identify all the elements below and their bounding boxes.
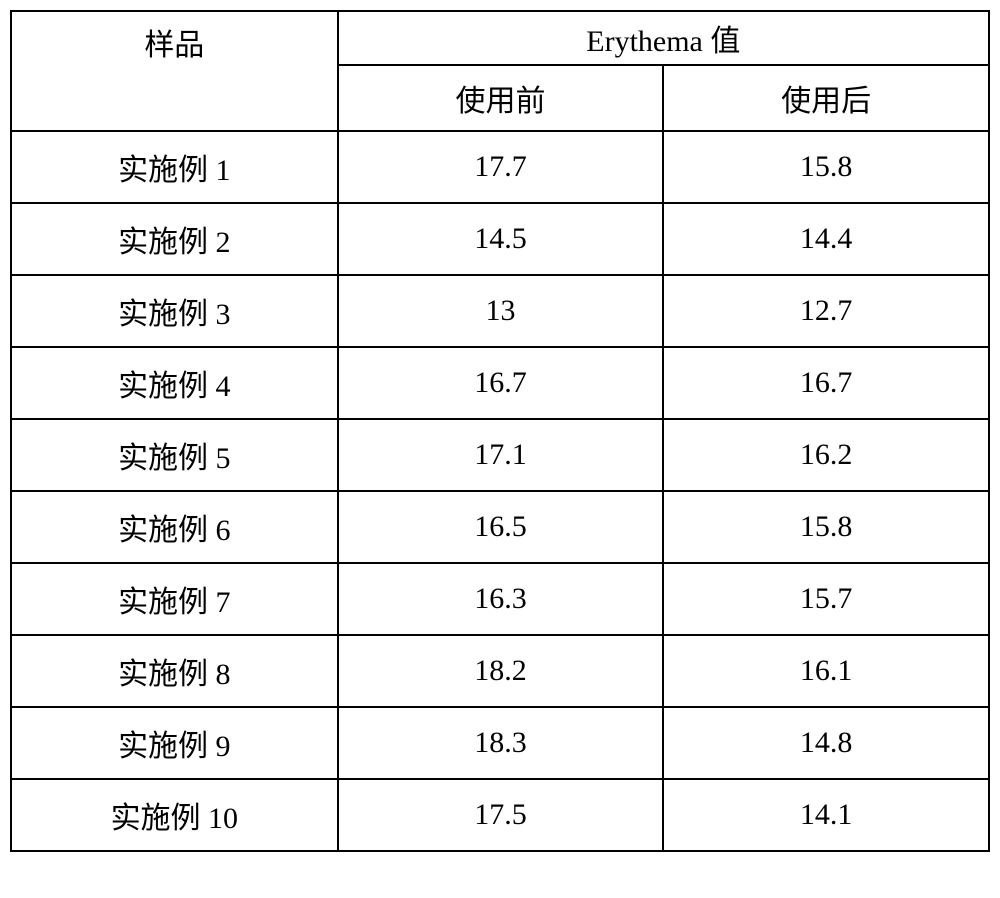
table-row: 实施例 3 13 12.7 [11, 275, 989, 347]
column-header-erythema: Erythema 值 [338, 11, 989, 65]
after-cell: 15.7 [663, 563, 989, 635]
table-row: 实施例 7 16.3 15.7 [11, 563, 989, 635]
before-cell: 17.5 [338, 779, 664, 851]
sample-cell: 实施例 6 [11, 491, 338, 563]
before-cell: 16.5 [338, 491, 664, 563]
table-body: 实施例 1 17.7 15.8 实施例 2 14.5 14.4 实施例 3 13… [11, 131, 989, 851]
table-row: 实施例 1 17.7 15.8 [11, 131, 989, 203]
column-header-after: 使用后 [663, 65, 989, 131]
sample-cell: 实施例 7 [11, 563, 338, 635]
table-row: 实施例 6 16.5 15.8 [11, 491, 989, 563]
before-cell: 18.3 [338, 707, 664, 779]
table-row: 实施例 8 18.2 16.1 [11, 635, 989, 707]
before-cell: 17.1 [338, 419, 664, 491]
before-cell: 16.3 [338, 563, 664, 635]
before-cell: 14.5 [338, 203, 664, 275]
after-cell: 14.4 [663, 203, 989, 275]
sample-cell: 实施例 1 [11, 131, 338, 203]
sample-cell: 实施例 2 [11, 203, 338, 275]
after-cell: 15.8 [663, 131, 989, 203]
table-row: 实施例 2 14.5 14.4 [11, 203, 989, 275]
before-cell: 17.7 [338, 131, 664, 203]
after-cell: 16.2 [663, 419, 989, 491]
sample-cell: 实施例 3 [11, 275, 338, 347]
after-cell: 15.8 [663, 491, 989, 563]
sample-cell: 实施例 5 [11, 419, 338, 491]
before-cell: 16.7 [338, 347, 664, 419]
table-row: 实施例 9 18.3 14.8 [11, 707, 989, 779]
after-cell: 16.1 [663, 635, 989, 707]
table-row: 实施例 10 17.5 14.1 [11, 779, 989, 851]
before-cell: 18.2 [338, 635, 664, 707]
table-row: 实施例 5 17.1 16.2 [11, 419, 989, 491]
column-header-sample: 样品 [11, 11, 338, 131]
after-cell: 14.1 [663, 779, 989, 851]
column-header-before: 使用前 [338, 65, 664, 131]
table-row: 实施例 4 16.7 16.7 [11, 347, 989, 419]
sample-cell: 实施例 10 [11, 779, 338, 851]
after-cell: 12.7 [663, 275, 989, 347]
erythema-table: 样品 Erythema 值 使用前 使用后 实施例 1 17.7 15.8 实施… [10, 10, 990, 852]
before-cell: 13 [338, 275, 664, 347]
table-header-row-1: 样品 Erythema 值 [11, 11, 989, 65]
sample-cell: 实施例 8 [11, 635, 338, 707]
after-cell: 16.7 [663, 347, 989, 419]
after-cell: 14.8 [663, 707, 989, 779]
sample-cell: 实施例 9 [11, 707, 338, 779]
sample-cell: 实施例 4 [11, 347, 338, 419]
table-container: 样品 Erythema 值 使用前 使用后 实施例 1 17.7 15.8 实施… [10, 10, 990, 852]
